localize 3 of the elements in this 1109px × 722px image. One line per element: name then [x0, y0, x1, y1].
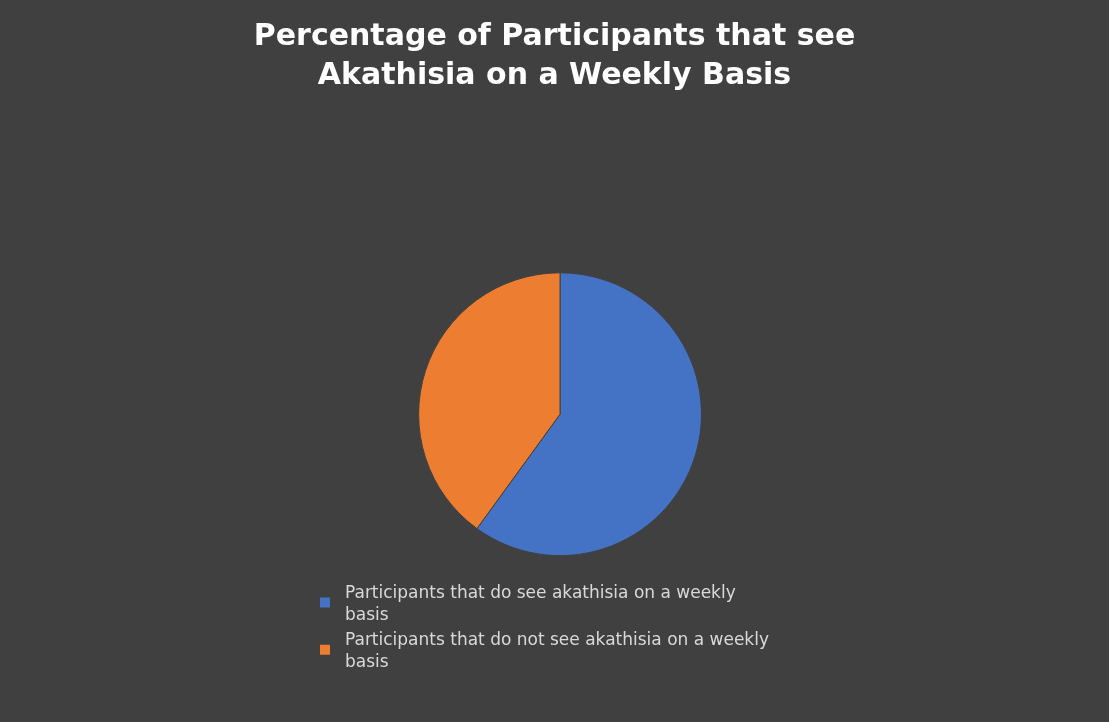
- legend-label: Participants that do see akathisia on a weekly basis: [344, 582, 736, 625]
- legend-label: Participants that do not see akathisia on a weekly basis: [344, 629, 769, 672]
- chart-title: Percentage of Participants that see Akathisia on a Weekly Basis: [253, 17, 856, 91]
